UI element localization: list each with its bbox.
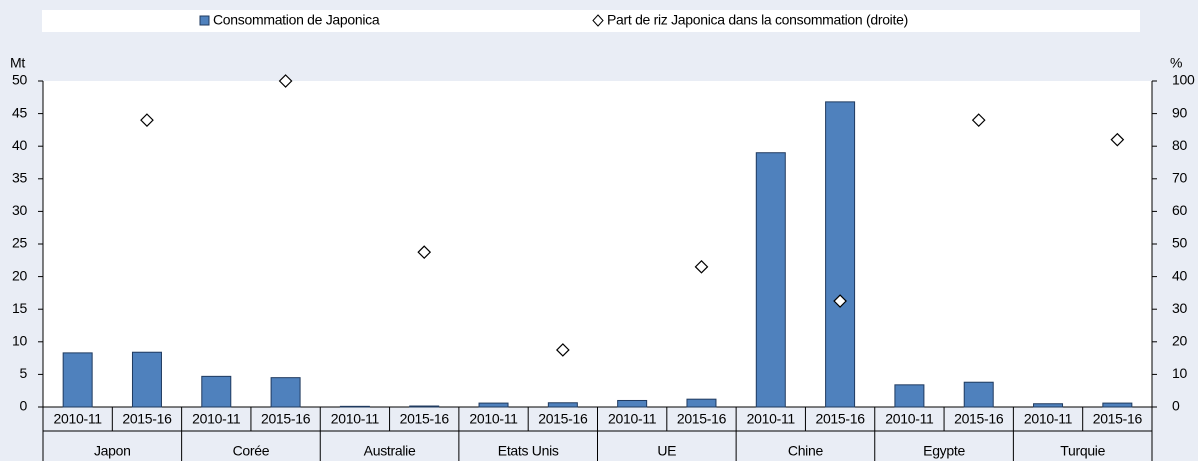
diamond-marker [1110, 132, 1125, 147]
x-tick-label: 2015-16 [122, 411, 172, 427]
group-label: Etats Unis [498, 443, 559, 459]
bar [963, 381, 994, 408]
bar [131, 351, 162, 408]
y2-tick-label: 10 [1172, 365, 1187, 381]
x-tick-label: 2015-16 [954, 411, 1004, 427]
diamond-marker [833, 294, 847, 308]
bar [62, 352, 93, 408]
legend-label: Consommation de Japonica [213, 12, 380, 28]
bar [478, 402, 509, 408]
bar [686, 398, 717, 408]
y-axis-label: Mt [10, 55, 25, 71]
y-tick-label: 35 [12, 170, 27, 186]
y2-tick-label: 60 [1172, 202, 1187, 218]
x-tick-label: 2010-11 [469, 411, 518, 427]
x-tick-label: 2010-11 [1024, 411, 1073, 427]
x-tick-label: 2010-11 [331, 411, 380, 427]
y2-tick-label: 0 [1172, 398, 1180, 414]
x-tick-label: 2010-11 [608, 411, 657, 427]
y-tick-label: 5 [20, 365, 28, 381]
x-tick-label: 2015-16 [400, 411, 450, 427]
bar [1033, 403, 1064, 408]
y2-tick-label: 30 [1172, 300, 1187, 316]
x-tick-label: 2010-11 [885, 411, 934, 427]
x-tick-label: 2010-11 [192, 411, 241, 427]
bar [825, 101, 856, 408]
legend-label: Part de riz Japonica dans la consommatio… [607, 12, 908, 28]
y-tick-label: 50 [12, 72, 27, 88]
diamond-marker [555, 343, 570, 357]
y-tick-label: 0 [20, 398, 28, 414]
x-tick-label: 2015-16 [261, 411, 311, 427]
x-tick-label: 2015-16 [815, 411, 865, 427]
group-label: Australie [364, 443, 416, 459]
y-tick-label: 30 [12, 202, 27, 218]
legend-swatch [592, 14, 604, 27]
legend-swatch [199, 15, 210, 26]
y2-tick-label: 90 [1172, 104, 1187, 120]
y2-axis-label: % [1170, 55, 1182, 71]
bar [894, 384, 925, 408]
x-tick-label: 2010-11 [54, 411, 103, 427]
y-tick-label: 10 [12, 333, 27, 349]
y2-tick-label: 50 [1172, 235, 1187, 251]
bar [617, 399, 648, 408]
diamond-marker [140, 113, 154, 127]
y-tick-label: 45 [12, 104, 27, 120]
bar [270, 377, 301, 408]
bar [1102, 402, 1133, 408]
group-label: Egypte [923, 443, 965, 459]
group-label: Corée [233, 443, 270, 459]
bar [409, 405, 440, 408]
y2-tick-label: 100 [1172, 72, 1195, 88]
y2-tick-label: 20 [1172, 333, 1187, 349]
y-tick-label: 15 [12, 300, 27, 316]
y2-tick-label: 70 [1172, 170, 1187, 186]
y-tick-label: 20 [12, 267, 27, 283]
x-tick-label: 2010-11 [747, 411, 796, 427]
group-label: Japon [94, 443, 131, 459]
y-tick-label: 25 [12, 235, 27, 251]
diamond-marker [278, 74, 293, 88]
legend-box [42, 10, 1140, 32]
group-label: UE [657, 443, 676, 459]
y-tick-label: 40 [12, 137, 27, 153]
bar [547, 402, 578, 408]
group-label: Turquie [1060, 443, 1105, 459]
plot-area [43, 81, 1152, 407]
bar [755, 152, 786, 408]
bar [201, 375, 232, 408]
group-label: Chine [788, 443, 824, 459]
y2-tick-label: 40 [1172, 267, 1187, 283]
diamond-marker [417, 245, 432, 259]
x-tick-label: 2015-16 [1093, 411, 1143, 427]
bar [339, 405, 370, 408]
diamond-marker [694, 259, 709, 274]
y2-tick-label: 80 [1172, 137, 1187, 153]
x-tick-label: 2015-16 [538, 411, 588, 427]
diamond-marker [971, 113, 986, 127]
x-tick-label: 2015-16 [677, 411, 727, 427]
